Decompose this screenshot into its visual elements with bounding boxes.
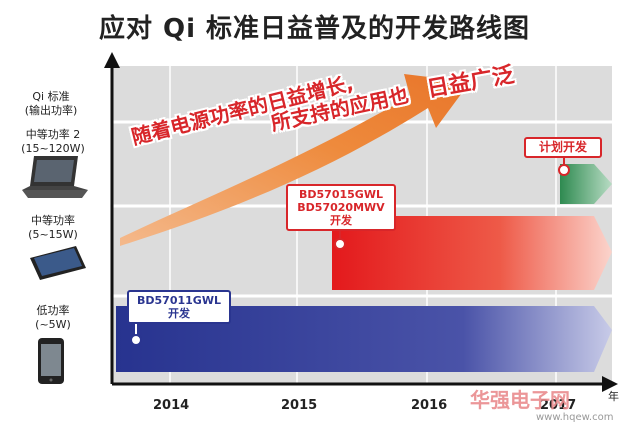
callout-medium-power-2: 计划开发 [524,137,602,158]
mid-power-bar [332,216,612,290]
x-axis-unit: 年 [608,390,619,403]
low-power-bar [116,306,612,372]
callout-part-number: BD57020MWV [297,201,385,214]
row-range: (15~120W) [21,142,85,155]
callout-status: 开发 [330,214,352,227]
y-axis-header-line1: Qi 标准 [32,90,70,103]
page-title: 应对 Qi 标准日益普及的开发路线图 [98,14,531,44]
tablet-icon [30,246,86,280]
growth-arrow [120,74,470,246]
year-2015: 2015 [281,398,318,413]
callout-status: 计划开发 [538,140,587,154]
y-axis [104,52,120,384]
row-range: (5~15W) [28,228,78,241]
x-axis [112,376,618,392]
laptop-icon [22,156,88,198]
row-range: (~5W) [35,318,71,331]
callout-part-number: BD57011GWL [137,294,221,307]
y-axis-header: Qi 标准 (输出功率) [6,90,96,118]
y-axis-header-line2: (输出功率) [24,104,78,117]
year-2016: 2016 [411,398,448,413]
watermark-url: www.hqew.com [536,412,614,423]
year-2014: 2014 [153,398,190,413]
callout-medium-power: BD57015GWL BD57020MWV 开发 [286,184,396,231]
row-name: 中等功率 [31,214,75,227]
row-label-low-power: 低功率 (~5W) [8,304,98,332]
watermark-logo: 华强电子网 [470,388,570,412]
phone-icon [38,338,64,384]
row-label-medium-power-2: 中等功率 2 (15~120W) [8,128,98,156]
callout-part-number: BD57015GWL [299,188,383,201]
high-power-bar [560,164,612,204]
year-2017: 2017 [540,398,577,413]
callout-pin-low [130,320,142,346]
callout-low-power: BD57011GWL 开发 [127,290,231,324]
row-label-medium-power: 中等功率 (5~15W) [8,214,98,242]
row-name: 中等功率 2 [25,128,81,141]
row-name: 低功率 [36,304,70,317]
callout-status: 开发 [168,307,190,320]
